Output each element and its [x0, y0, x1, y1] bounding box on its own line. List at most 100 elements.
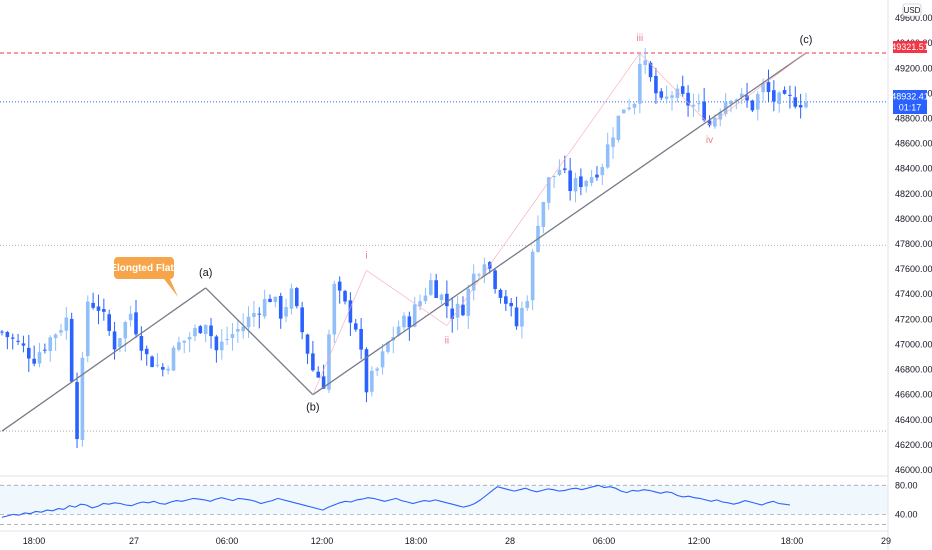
candle-body: [69, 318, 74, 382]
candle-body: [466, 288, 471, 316]
x-tick-label: 06:00: [593, 536, 616, 546]
candle-body: [102, 309, 106, 312]
candle-body: [193, 328, 197, 337]
candle-body: [595, 174, 599, 178]
y-tick-label: 47400.00: [895, 289, 932, 299]
candle-body: [316, 371, 321, 378]
candle-body: [509, 302, 513, 307]
candle-body: [396, 326, 401, 336]
candle-body: [638, 63, 642, 104]
candle-body: [412, 304, 417, 327]
candle-body: [64, 317, 69, 331]
candle-body: [798, 105, 803, 108]
candle-body: [289, 288, 294, 309]
candle-body: [439, 294, 444, 301]
x-tick-label: 29: [881, 536, 891, 546]
candle-body: [171, 347, 176, 371]
candle-body: [268, 298, 272, 303]
main-wave-label: (b): [306, 402, 319, 414]
flat-annotation-text: Elongted Flat: [110, 263, 174, 274]
candle-body: [187, 336, 192, 340]
candle-body: [225, 338, 229, 340]
y-tick-label: 49600.00: [895, 13, 932, 23]
candle-body: [493, 270, 497, 290]
candle-body: [182, 340, 187, 343]
candle-body: [552, 175, 556, 178]
rsi-line: [1, 484, 791, 518]
y-tick-label: 46000.00: [895, 465, 932, 475]
candle-body: [530, 251, 535, 301]
horizontal-levels: [0, 52, 888, 432]
candle-body: [793, 97, 798, 107]
y-tick-label: 47200.00: [895, 314, 932, 324]
currency-label: USD: [904, 6, 921, 15]
rsi-level-label: 80.00: [895, 480, 918, 490]
candle-body: [520, 307, 524, 327]
candle-body: [112, 331, 117, 350]
candle-body: [600, 166, 605, 176]
x-tick-label: 28: [505, 536, 515, 546]
candle-body: [48, 337, 53, 352]
candle-body: [327, 334, 331, 390]
rsi-panel: [0, 484, 888, 525]
candle-body: [203, 324, 208, 335]
candle-body: [777, 92, 781, 104]
candle-body: [27, 347, 31, 359]
candle-body: [332, 283, 337, 335]
candle-body: [729, 100, 733, 105]
candle-body: [273, 296, 278, 302]
candle-body: [477, 274, 481, 276]
y-tick-label: 48000.00: [895, 214, 932, 224]
current-price-tag: 48932.41 01:17: [891, 90, 929, 114]
candle-body: [750, 100, 755, 111]
candle-body: [359, 328, 363, 350]
candle-body: [445, 293, 449, 307]
y-tick-label: 48400.00: [895, 164, 932, 174]
candle-body: [337, 281, 342, 291]
y-tick-label: 48800.00: [895, 113, 932, 123]
y-tick-label: 46600.00: [895, 390, 932, 400]
y-tick-label: 47000.00: [895, 339, 932, 349]
candle-body: [664, 96, 669, 99]
candle-body: [161, 366, 165, 370]
candle-body: [525, 301, 530, 308]
candle-body: [219, 341, 224, 351]
sub-wave-label: ii: [445, 336, 449, 347]
candle-body: [675, 88, 680, 98]
candle-body: [648, 62, 653, 78]
candle-body: [579, 176, 583, 188]
svg-text:49321.51: 49321.51: [891, 42, 929, 52]
candle-body: [654, 75, 658, 94]
candle-body: [691, 104, 696, 107]
candle-body: [380, 351, 385, 368]
sub-wave-line: [709, 52, 807, 125]
candle-body: [295, 288, 299, 307]
candle-body: [589, 177, 594, 183]
candle-body: [702, 101, 706, 121]
y-tick-label: 46800.00: [895, 365, 932, 375]
sub-wave-label: iv: [706, 135, 713, 146]
candle-body: [804, 102, 808, 108]
x-tick-label: 18:00: [405, 536, 428, 546]
x-tick-label: 06:00: [216, 536, 239, 546]
candle-body: [632, 103, 637, 108]
candle-body: [659, 91, 664, 98]
candle-body: [482, 264, 487, 276]
currency-badge[interactable]: [902, 3, 922, 17]
candle-body: [353, 323, 358, 330]
candle-body: [128, 313, 133, 321]
candle-body: [697, 103, 701, 105]
candle-body: [734, 99, 739, 101]
flat-annotation[interactable]: Elongted Flat: [110, 257, 178, 297]
candle-body: [214, 336, 219, 351]
candle-body: [605, 144, 610, 168]
y-tick-label: 46200.00: [895, 440, 932, 450]
candle-body: [407, 316, 412, 328]
candle-body: [246, 316, 251, 328]
candle-body: [80, 357, 85, 440]
candle-body: [75, 382, 79, 440]
candle-body: [429, 280, 433, 295]
candle-body: [402, 315, 406, 328]
candle-body: [85, 301, 90, 357]
